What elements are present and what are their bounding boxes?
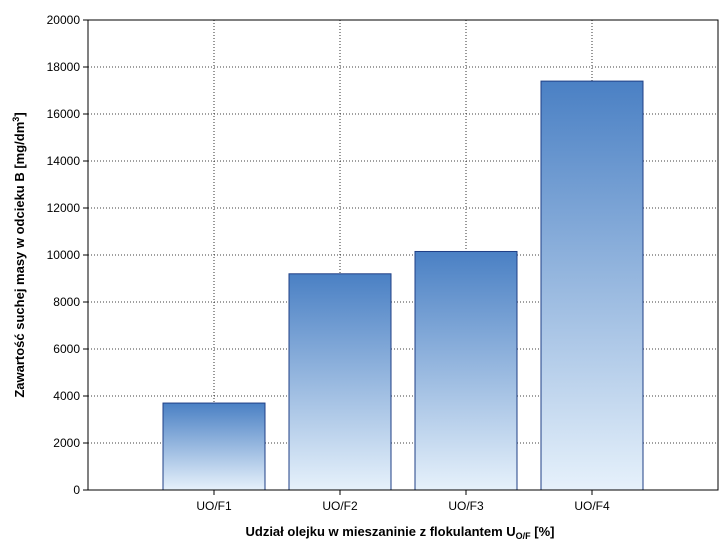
x-axis-title: Udział olejku w mieszaninie z flokulante… xyxy=(245,524,554,541)
y-tick-label: 6000 xyxy=(53,342,80,356)
bar-uo-f4 xyxy=(540,80,644,491)
x-tick-label: UO/F1 xyxy=(196,499,232,513)
y-axis-title: Zawartość suchej masy w odcieku B [mg/dm… xyxy=(11,112,27,397)
y-tick-label: 8000 xyxy=(53,295,80,309)
x-tick-label: UO/F2 xyxy=(322,499,358,513)
y-tick-label: 10000 xyxy=(47,248,81,262)
bars xyxy=(162,80,644,491)
x-tick-label: UO/F4 xyxy=(574,499,610,513)
bar-uo-f1 xyxy=(162,402,266,491)
y-tick-label: 14000 xyxy=(47,154,81,168)
y-tick-label: 12000 xyxy=(47,201,81,215)
y-tick-label: 4000 xyxy=(53,389,80,403)
y-tick-label: 2000 xyxy=(53,436,80,450)
x-axis-ticks: UO/F1 UO/F2 UO/F3 UO/F4 xyxy=(196,490,610,513)
y-tick-label: 20000 xyxy=(47,13,81,27)
x-tick-label: UO/F3 xyxy=(448,499,484,513)
y-axis-ticks: 0 2000 4000 6000 8000 10000 12000 14000 16000 180… xyxy=(47,13,88,497)
y-tick-label: 16000 xyxy=(47,107,81,121)
bar-uo-f2 xyxy=(288,273,392,491)
y-tick-label: 0 xyxy=(73,483,80,497)
y-tick-label: 18000 xyxy=(47,60,81,74)
bar-uo-f3 xyxy=(414,250,518,491)
